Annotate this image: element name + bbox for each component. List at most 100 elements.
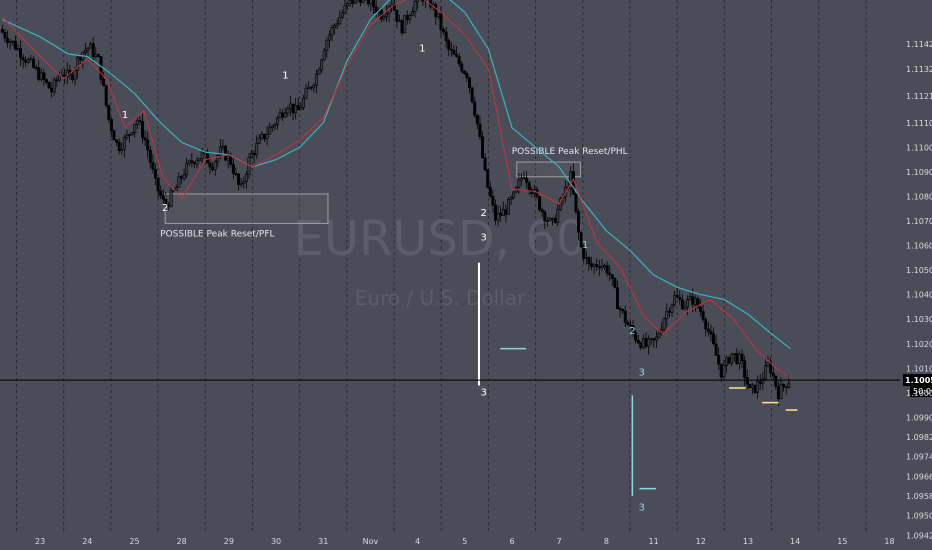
- candle: [600, 259, 604, 272]
- candle-body: [16, 48, 20, 50]
- candle-body: [151, 161, 155, 170]
- candle-body: [706, 328, 710, 332]
- candle-body: [361, 0, 365, 3]
- candle-body: [587, 257, 591, 264]
- candle: [314, 69, 318, 94]
- candle-body: [667, 310, 671, 313]
- candle-body: [185, 162, 189, 176]
- candle-body: [641, 338, 645, 349]
- candle-body: [551, 217, 555, 220]
- candle: [237, 172, 241, 191]
- candle-body: [709, 331, 713, 335]
- x-tick-label-15: 13: [743, 537, 753, 546]
- y-tick-label-8: 1.10600: [906, 242, 932, 251]
- candle-body: [198, 158, 202, 161]
- candle-body: [24, 59, 28, 63]
- candle-body: [649, 338, 653, 340]
- candle-body: [374, 6, 378, 13]
- candle-body: [647, 338, 651, 347]
- candle-body: [449, 48, 453, 51]
- candle-body: [216, 155, 220, 162]
- candle-body: [626, 321, 630, 326]
- candle-body: [229, 155, 233, 165]
- candle: [133, 123, 137, 138]
- candle: [0, 24, 4, 34]
- candle-body: [120, 148, 124, 151]
- candle: [403, 15, 407, 34]
- wave-label-3: 3: [639, 503, 645, 514]
- candle-body: [662, 318, 666, 330]
- candle-body: [34, 67, 38, 69]
- candle-body: [335, 23, 339, 26]
- candle: [769, 357, 773, 378]
- candle: [244, 171, 248, 189]
- candle: [465, 71, 469, 82]
- candle-body: [29, 58, 33, 61]
- candle-body: [776, 386, 780, 400]
- candle: [135, 117, 139, 129]
- candle-body: [133, 123, 137, 133]
- candle: [413, 0, 417, 18]
- time-axis[interactable]: 23 24 25 28 29 30 31 Nov 4 5 6 7 8 11 12 13 14 15 18: [35, 537, 895, 546]
- candle-body: [416, 0, 420, 2]
- candle-body: [195, 160, 199, 165]
- candle-body: [19, 48, 23, 59]
- candle-body: [348, 0, 352, 4]
- price-badge: [903, 374, 932, 387]
- candle-body: [115, 139, 119, 143]
- candle-body: [86, 47, 90, 51]
- candle: [462, 69, 466, 75]
- candle-body: [322, 50, 326, 61]
- candle-body: [403, 15, 407, 34]
- x-tick-label-12: 8: [604, 537, 609, 546]
- candle: [455, 45, 459, 58]
- candle-body: [99, 56, 103, 80]
- x-tick-label-14: 12: [696, 537, 706, 546]
- candle: [117, 138, 121, 155]
- candle: [696, 296, 700, 309]
- candle-body: [470, 87, 474, 103]
- candle: [174, 184, 178, 191]
- candle-body: [779, 384, 783, 400]
- candle-body: [301, 97, 305, 108]
- candle-body: [213, 161, 217, 170]
- candle-body: [107, 104, 111, 120]
- candle-body: [748, 383, 752, 389]
- candle: [312, 83, 316, 93]
- candle-body: [135, 120, 139, 125]
- candle-body: [125, 134, 129, 138]
- candle: [699, 299, 703, 317]
- candle-body: [712, 333, 716, 344]
- candle-body: [631, 325, 635, 333]
- candle: [52, 77, 56, 96]
- candle: [613, 277, 617, 289]
- candle-body: [478, 123, 482, 137]
- candle: [442, 27, 446, 35]
- candle-body: [750, 384, 754, 389]
- candle-body: [506, 199, 510, 215]
- candle: [138, 115, 142, 126]
- candle-body: [525, 177, 529, 184]
- candle: [6, 30, 10, 48]
- y-tick-label-14: 1.10000: [906, 389, 932, 398]
- candle-body: [104, 85, 108, 106]
- candle: [512, 191, 516, 200]
- candle: [662, 317, 666, 333]
- candle-body: [327, 34, 331, 41]
- zone-box-0: [164, 193, 329, 224]
- candle: [730, 353, 734, 367]
- candle: [470, 87, 474, 104]
- candle-body: [584, 257, 588, 259]
- candle: [343, 0, 347, 15]
- candle-body: [224, 145, 228, 161]
- y-tick-label-16: 1.09820: [906, 433, 932, 442]
- candle-body: [169, 190, 173, 207]
- candle-body: [187, 160, 191, 164]
- candle: [488, 181, 492, 198]
- candle: [753, 384, 757, 395]
- price-axis[interactable]: 1.11420 1.11320 1.11210 1.11100 1.11000 1.109…: [906, 40, 932, 540]
- candle-body: [299, 107, 303, 110]
- candle: [779, 377, 783, 400]
- candle-body: [501, 209, 505, 216]
